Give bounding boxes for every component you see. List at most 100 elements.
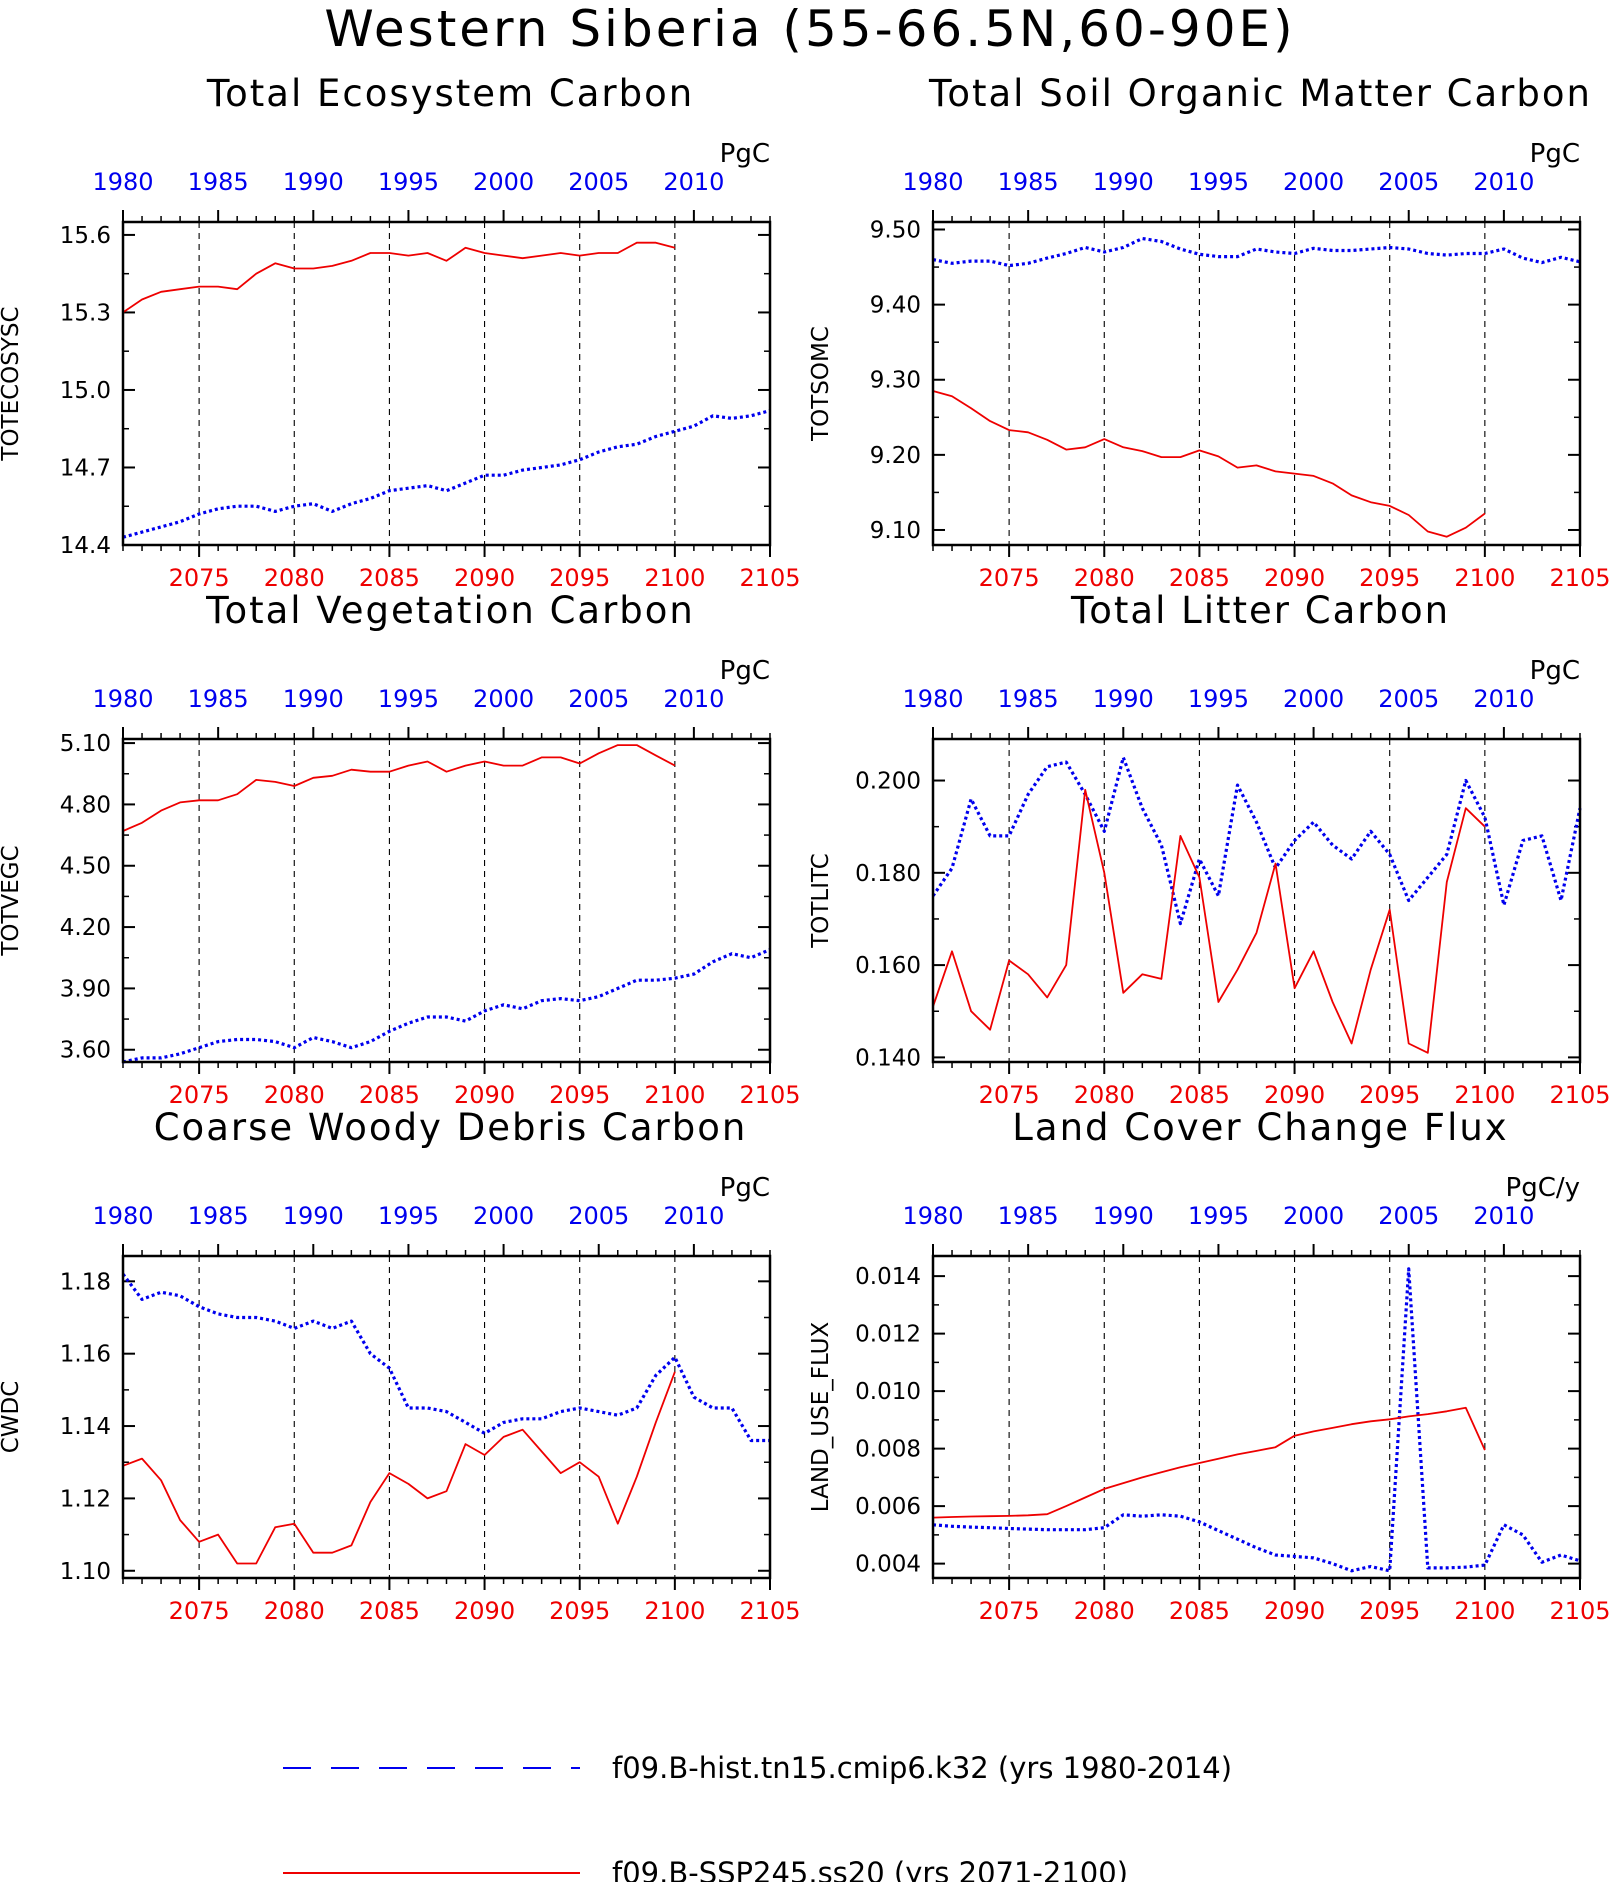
- y-tick-label: 1.10: [60, 1559, 111, 1585]
- y-axis-label: TOTLITC: [808, 853, 834, 949]
- y-tick-label: 1.14: [60, 1414, 111, 1440]
- plot-frame: [121, 1254, 772, 1580]
- top-x-tick-label: 2005: [1378, 685, 1439, 713]
- bottom-x-tick-label: 2100: [1454, 1081, 1515, 1109]
- bottom-x-tick-label: 2100: [1454, 1597, 1515, 1625]
- bottom-x-tick-label: 2075: [169, 1597, 230, 1625]
- top-x-tick-label: 1990: [1093, 168, 1154, 196]
- y-tick-label: 14.7: [60, 455, 111, 481]
- hist-series-line: [932, 1267, 1581, 1573]
- units-label: PgC: [1530, 139, 1580, 169]
- top-x-tick-label: 1990: [283, 685, 344, 713]
- top-x-tick-label: 1995: [378, 685, 439, 713]
- y-axis-label: TOTVEGC: [0, 845, 24, 956]
- y-axis-label: TOTSOMC: [808, 326, 834, 442]
- top-x-tick-label: 1980: [92, 685, 153, 713]
- bottom-x-tick-label: 2095: [549, 1081, 610, 1109]
- bottom-x-tick-label: 2105: [739, 1597, 800, 1625]
- panel-title: Coarse Woody Debris Carbon: [154, 1106, 748, 1149]
- top-x-tick-label: 2010: [1473, 685, 1534, 713]
- top-x-tick-label: 1980: [92, 168, 153, 196]
- bottom-x-tick-label: 2105: [1549, 1081, 1610, 1109]
- bottom-x-tick-label: 2085: [1169, 564, 1230, 592]
- bottom-x-tick-label: 2085: [1169, 1597, 1230, 1625]
- units-label: PgC: [720, 656, 770, 686]
- bottom-x-tick-label: 2075: [979, 1597, 1040, 1625]
- y-tick-label: 9.30: [870, 368, 921, 394]
- top-x-tick-label: 1985: [998, 685, 1059, 713]
- bottom-x-tick-label: 2080: [1074, 564, 1135, 592]
- bottom-x-tick-label: 2090: [1264, 1597, 1325, 1625]
- bottom-x-tick-label: 2100: [1454, 564, 1515, 592]
- y-tick-label: 9.50: [870, 218, 921, 244]
- chart-panel-1: Total Ecosystem Carbon PgC TOTECOSYSC 14.4 1…: [0, 72, 801, 592]
- units-label: PgC: [720, 139, 770, 169]
- top-x-tick-label: 2005: [568, 685, 629, 713]
- y-tick-label: 3.90: [60, 976, 111, 1002]
- top-x-tick-label: 2005: [1378, 1202, 1439, 1230]
- y-tick-label: 15.0: [60, 378, 111, 404]
- bottom-x-tick-label: 2075: [169, 1081, 230, 1109]
- bottom-x-tick-label: 2105: [1549, 1597, 1610, 1625]
- bottom-x-tick-label: 2075: [979, 564, 1040, 592]
- top-x-tick-label: 1990: [1093, 1202, 1154, 1230]
- y-tick-label: 0.180: [855, 861, 921, 887]
- plot-frame: [121, 220, 772, 547]
- top-x-tick-label: 1990: [283, 1202, 344, 1230]
- y-tick-label: 0.008: [855, 1437, 921, 1463]
- plot-frame: [931, 220, 1582, 547]
- bottom-x-tick-label: 2080: [264, 564, 325, 592]
- top-x-tick-label: 2005: [1378, 168, 1439, 196]
- chart-panels: Total Ecosystem Carbon PgC TOTECOSYSC 14.4 1…: [0, 72, 1611, 1625]
- y-tick-label: 5.10: [60, 731, 111, 757]
- top-x-tick-label: 2000: [473, 685, 534, 713]
- top-x-tick-label: 2010: [663, 685, 724, 713]
- units-label: PgC/y: [1506, 1173, 1580, 1203]
- top-x-tick-label: 1990: [1093, 685, 1154, 713]
- y-tick-label: 0.200: [855, 769, 921, 795]
- bottom-x-tick-label: 2080: [264, 1081, 325, 1109]
- bottom-x-tick-label: 2080: [264, 1597, 325, 1625]
- top-x-tick-label: 1995: [1188, 168, 1249, 196]
- bottom-x-tick-label: 2100: [644, 564, 705, 592]
- ssp-series-line: [122, 744, 676, 832]
- hist-series-line: [932, 236, 1581, 268]
- top-x-tick-label: 2000: [473, 168, 534, 196]
- y-tick-label: 0.006: [855, 1494, 921, 1520]
- top-x-tick-label: 1985: [998, 168, 1059, 196]
- y-tick-label: 9.20: [870, 443, 921, 469]
- bottom-x-tick-label: 2090: [454, 1597, 515, 1625]
- y-tick-label: 1.12: [60, 1486, 111, 1512]
- bottom-x-tick-label: 2090: [454, 1081, 515, 1109]
- ssp-series-line: [122, 241, 676, 314]
- top-x-tick-label: 1995: [1188, 685, 1249, 713]
- y-axis-label: CWDC: [0, 1381, 24, 1454]
- chart-panel-5: Coarse Woody Debris Carbon PgC CWDC 1.10 1.1…: [0, 1106, 801, 1625]
- top-x-tick-label: 1980: [92, 1202, 153, 1230]
- y-tick-label: 15.6: [60, 223, 111, 249]
- y-tick-label: 15.3: [60, 300, 111, 326]
- bottom-x-tick-label: 2085: [359, 564, 420, 592]
- bottom-x-tick-label: 2105: [739, 1081, 800, 1109]
- panel-title: Total Litter Carbon: [1070, 589, 1450, 632]
- top-x-tick-label: 1985: [188, 685, 249, 713]
- top-x-tick-label: 2000: [1283, 1202, 1344, 1230]
- top-x-tick-label: 1985: [998, 1202, 1059, 1230]
- bottom-x-tick-label: 2100: [644, 1597, 705, 1625]
- bottom-x-tick-label: 2075: [979, 1081, 1040, 1109]
- bottom-x-tick-label: 2085: [359, 1081, 420, 1109]
- legend-label: f09.B-hist.tn15.cmip6.k32 (yrs 1980-2014…: [612, 1751, 1232, 1785]
- bottom-x-tick-label: 2090: [1264, 564, 1325, 592]
- y-tick-label: 3.60: [60, 1038, 111, 1064]
- ssp-series-line: [932, 788, 1486, 1054]
- panel-title: Total Ecosystem Carbon: [206, 72, 694, 115]
- chart-panel-2: Total Soil Organic Matter Carbon PgC TOTSO…: [808, 72, 1611, 592]
- y-tick-label: 4.80: [60, 792, 111, 818]
- y-axis-label: LAND_USE_FLUX: [808, 1322, 834, 1513]
- y-axis-label: TOTECOSYSC: [0, 306, 24, 461]
- figure-title: Western Siberia (55-66.5N,60-90E): [324, 0, 1295, 58]
- panel-title: Total Vegetation Carbon: [205, 589, 695, 632]
- panel-title: Total Soil Organic Matter Carbon: [928, 72, 1592, 115]
- y-tick-label: 1.18: [60, 1269, 111, 1295]
